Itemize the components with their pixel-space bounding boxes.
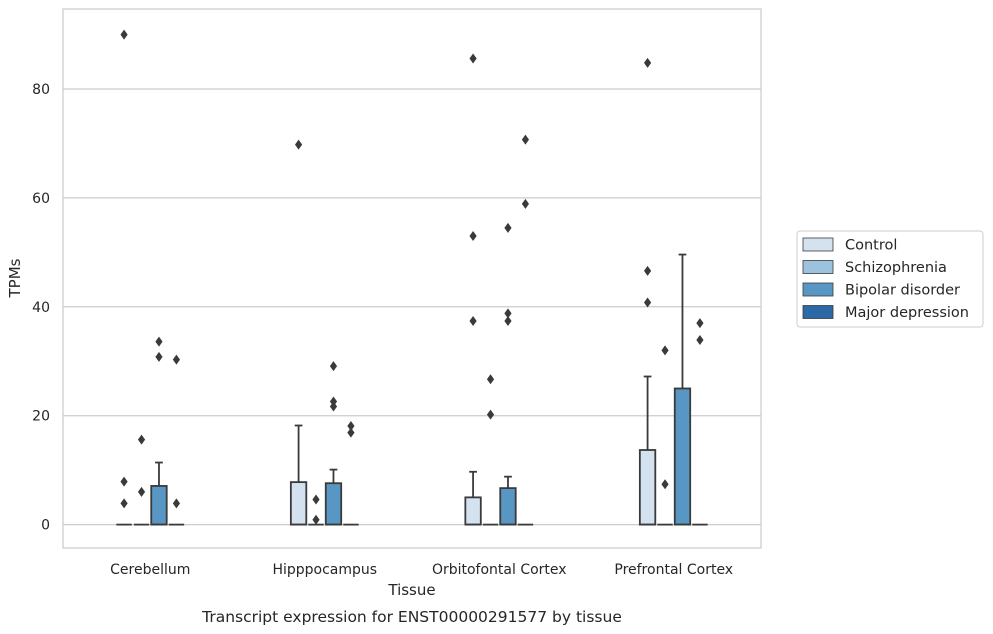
outlier-point [643, 57, 652, 68]
box [517, 134, 534, 526]
outlier-point [172, 354, 181, 365]
outlier-point [120, 498, 128, 509]
outlier-point [347, 427, 355, 438]
outlier-point [120, 476, 128, 487]
legend-label: Schizophrenia [845, 260, 947, 276]
outlier-point [312, 514, 320, 525]
outlier-point [521, 198, 530, 209]
legend-swatch [802, 260, 834, 274]
box [692, 318, 708, 526]
legend-label: Control [845, 238, 897, 254]
plot-area [116, 29, 708, 526]
legend-label: Bipolar disorder [845, 283, 960, 299]
box [673, 253, 692, 526]
outlier-point [155, 351, 163, 362]
outlier-point [504, 315, 512, 326]
outlier-point [504, 308, 512, 319]
outlier-point [137, 434, 146, 445]
y-tick-label: 80 [32, 82, 50, 98]
x-tick-label: Orbitofontal Cortex [432, 562, 567, 578]
legend-swatch [802, 282, 834, 297]
y-tick-label: 40 [32, 300, 50, 316]
x-tick-label: Prefrontal Cortex [614, 562, 733, 578]
legend-label: Major depression [845, 305, 969, 321]
outlier-point [486, 409, 495, 420]
outlier-point [521, 134, 530, 145]
box [289, 139, 308, 526]
legend-swatch [802, 305, 834, 319]
outlier-point [661, 479, 669, 490]
box [464, 53, 482, 526]
outlier-point [172, 498, 181, 509]
y-axis-label: TPMs [6, 258, 24, 298]
legend: Control Schizophrenia Bipolar disorder Majo… [796, 230, 984, 328]
y-tick-label: 0 [41, 518, 50, 534]
box-body [464, 496, 482, 526]
box-body [150, 485, 168, 526]
legend-frame [796, 230, 984, 328]
chart-caption: Transcript expression for ENST0000029157… [201, 608, 622, 626]
box-body [638, 449, 657, 526]
box [343, 421, 359, 526]
box [308, 494, 324, 526]
outlier-point [696, 335, 704, 346]
outlier-point [312, 494, 320, 505]
box [150, 336, 168, 526]
x-axis: Cerebellum Hipppocampus Orbitofontal Corte… [110, 562, 733, 578]
box [638, 57, 657, 526]
outlier-point [643, 297, 652, 308]
box [499, 222, 517, 526]
legend-swatch [802, 237, 834, 252]
box [168, 354, 185, 526]
outlier-point [294, 139, 303, 150]
outlier-point [469, 315, 477, 326]
x-tick-label: Cerebellum [110, 562, 190, 578]
box [657, 345, 673, 526]
box [482, 374, 499, 526]
x-axis-label: Tissue [387, 581, 435, 599]
y-tick-label: 60 [32, 191, 50, 207]
outlier-point [486, 374, 495, 385]
box [133, 434, 150, 526]
outlier-point [643, 265, 652, 276]
box-body [499, 487, 517, 526]
box [324, 361, 343, 526]
box-body [324, 482, 343, 526]
y-axis: 0 20 40 60 80 [32, 82, 50, 534]
outlier-point [504, 222, 512, 233]
outlier-point [347, 421, 355, 432]
outlier-point [469, 53, 477, 64]
y-tick-label: 20 [32, 409, 50, 425]
outlier-point [137, 486, 146, 497]
box-body [673, 387, 692, 526]
box-body [289, 481, 308, 526]
outlier-point [155, 336, 163, 347]
outlier-point [120, 29, 128, 40]
outlier-point [329, 361, 338, 372]
box [116, 29, 132, 526]
plot-frame [62, 8, 762, 549]
x-tick-label: Hipppocampus [272, 562, 377, 578]
outlier-point [696, 318, 704, 329]
outlier-point [661, 345, 669, 356]
outlier-point [469, 231, 477, 242]
outlier-point [329, 401, 338, 412]
